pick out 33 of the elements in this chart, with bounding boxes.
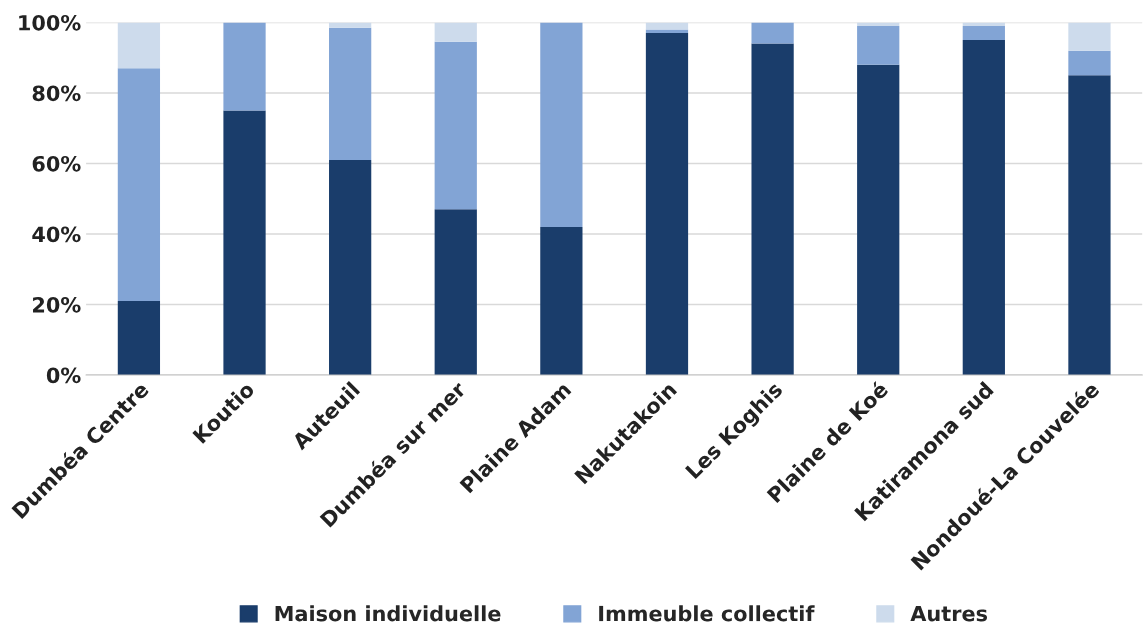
bar bbox=[962, 40, 1005, 375]
bar bbox=[329, 27, 372, 160]
y-tick-label: 60% bbox=[32, 155, 81, 172]
bar bbox=[857, 64, 900, 375]
bar bbox=[1068, 50, 1111, 76]
bar bbox=[117, 22, 161, 69]
y-tick-label: 80% bbox=[32, 85, 81, 102]
bar bbox=[1068, 75, 1111, 375]
bar bbox=[329, 159, 372, 375]
bar bbox=[223, 22, 266, 111]
bar bbox=[962, 25, 1005, 41]
bar bbox=[1068, 22, 1111, 51]
bar bbox=[434, 41, 477, 210]
bar bbox=[117, 68, 161, 301]
bar bbox=[223, 110, 266, 375]
bar bbox=[751, 43, 794, 375]
y-tick-label: 20% bbox=[33, 296, 81, 313]
y-tick-label: 40% bbox=[32, 226, 81, 243]
legend-label: Immeuble collectif bbox=[599, 605, 815, 622]
bar bbox=[857, 25, 900, 65]
y-tick-label: 100% bbox=[19, 14, 81, 31]
legend-label: Autres bbox=[910, 605, 988, 622]
bar bbox=[329, 22, 372, 28]
bar bbox=[540, 22, 583, 227]
bar bbox=[434, 22, 477, 42]
bar bbox=[645, 29, 689, 34]
legend-label: Maison individuelle bbox=[275, 605, 501, 622]
bar bbox=[117, 300, 161, 375]
bar bbox=[540, 226, 583, 375]
bar bbox=[751, 22, 794, 44]
bar bbox=[434, 209, 477, 375]
bar bbox=[645, 33, 689, 375]
y-tick-label: 0% bbox=[46, 367, 81, 384]
